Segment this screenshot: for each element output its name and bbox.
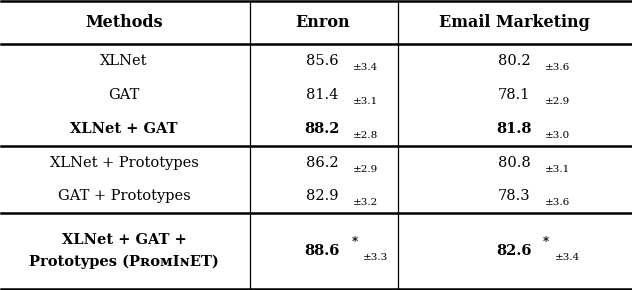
Text: 82.6: 82.6 (497, 244, 532, 258)
Text: *: * (351, 236, 357, 249)
Text: ±3.4: ±3.4 (353, 63, 379, 72)
Text: 81.8: 81.8 (497, 122, 532, 136)
Text: ±3.0: ±3.0 (545, 131, 570, 140)
Text: ±3.2: ±3.2 (353, 198, 379, 207)
Text: 82.9: 82.9 (306, 189, 339, 204)
Text: 78.1: 78.1 (498, 88, 530, 102)
Text: ±3.6: ±3.6 (545, 198, 570, 207)
Text: 88.2: 88.2 (305, 122, 340, 136)
Text: Methods: Methods (85, 14, 163, 31)
Text: ±3.1: ±3.1 (353, 97, 379, 106)
Text: Enron: Enron (295, 14, 349, 31)
Text: 78.3: 78.3 (498, 189, 530, 204)
Text: Email Marketing: Email Marketing (439, 14, 590, 31)
Text: Prototypes (PʀᴏᴍIɴET): Prototypes (PʀᴏᴍIɴET) (29, 255, 219, 269)
Text: GAT: GAT (109, 88, 140, 102)
Text: XLNet + GAT: XLNet + GAT (70, 122, 178, 136)
Text: 80.2: 80.2 (498, 54, 530, 68)
Text: 86.2: 86.2 (306, 156, 339, 170)
Text: ±3.3: ±3.3 (363, 253, 388, 262)
Text: 85.6: 85.6 (306, 54, 339, 68)
Text: *: * (543, 236, 549, 249)
Text: 88.6: 88.6 (305, 244, 340, 258)
Text: ±2.9: ±2.9 (353, 164, 379, 173)
Text: GAT + Prototypes: GAT + Prototypes (58, 189, 190, 204)
Text: XLNet: XLNet (100, 54, 148, 68)
Text: 80.8: 80.8 (498, 156, 531, 170)
Text: XLNet + Prototypes: XLNet + Prototypes (50, 156, 198, 170)
Text: ±3.6: ±3.6 (545, 63, 570, 72)
Text: ±2.8: ±2.8 (353, 131, 379, 140)
Text: 81.4: 81.4 (306, 88, 339, 102)
Text: XLNet + GAT +: XLNet + GAT + (62, 233, 186, 247)
Text: ±3.1: ±3.1 (545, 164, 570, 173)
Text: ±3.4: ±3.4 (554, 253, 580, 262)
Text: ±2.9: ±2.9 (545, 97, 570, 106)
